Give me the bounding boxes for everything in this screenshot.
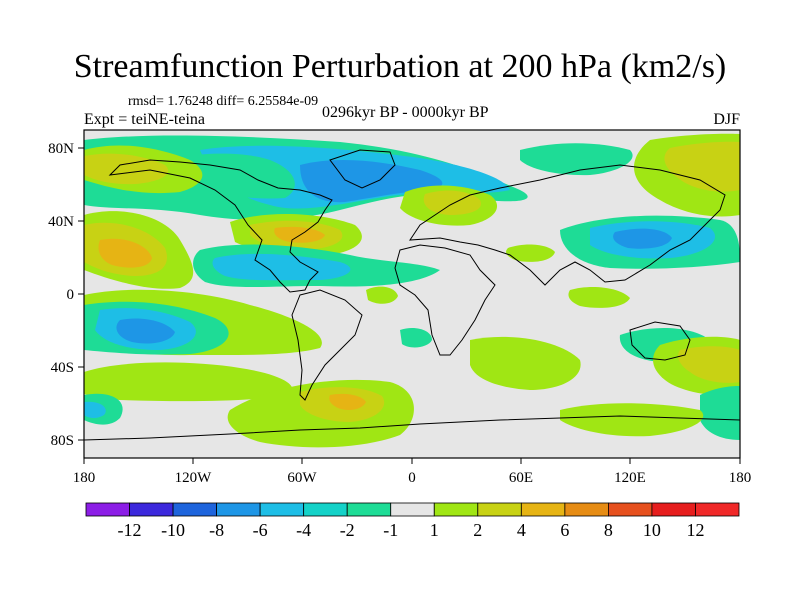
- lon-tick-label: 60E: [509, 470, 533, 486]
- contour-band: [560, 403, 704, 437]
- colorbar-label: 6: [560, 520, 569, 540]
- tick-marks: [78, 147, 741, 464]
- colorbar-swatch: [433, 502, 479, 517]
- colorbar-label: -4: [296, 520, 311, 540]
- colorbar-swatch: [346, 502, 392, 517]
- stats-line: rmsd= 1.76248 diff= 6.25584e-09: [128, 94, 319, 109]
- experiment-label: Expt = teiNE-teina: [84, 111, 205, 128]
- lat-tick-label: 40N: [48, 214, 74, 230]
- colorbar-swatch: [477, 502, 522, 517]
- lon-tick-label: 180: [73, 470, 96, 486]
- colorbar-swatch: [129, 502, 174, 517]
- lat-tick-label: 0: [67, 287, 75, 303]
- colorbar-label: -2: [340, 520, 355, 540]
- colorbar-swatch: [216, 502, 261, 517]
- contour-band: [664, 141, 740, 192]
- contour-band: [568, 286, 630, 308]
- colorbar-label: 2: [473, 520, 482, 540]
- contour-band: [678, 346, 740, 383]
- colorbar: -12 -10 -8 -6 -4 -2 -1 1 2 4 6 8 10 12: [85, 502, 740, 540]
- lat-tick-label: 80N: [48, 141, 74, 157]
- coastline-africa: [394, 244, 496, 356]
- colorbar-label: 8: [604, 520, 613, 540]
- colorbar-swatch: [520, 502, 566, 517]
- colorbar-label: 4: [517, 520, 526, 540]
- contour-band: [84, 153, 169, 185]
- coastline-australia: [629, 321, 691, 361]
- contour-band: [506, 244, 555, 262]
- lon-tick-label: 0: [408, 470, 416, 486]
- colorbar-label: -10: [161, 520, 185, 540]
- colorbar-swatch: [172, 502, 218, 517]
- colorbar-swatch: [564, 502, 609, 517]
- colorbar-label: 10: [643, 520, 661, 540]
- plot-title: Streamfunction Perturbation at 200 hPa (…: [73, 48, 727, 85]
- colorbar-label: -8: [209, 520, 224, 540]
- colorbar-swatch: [85, 502, 130, 517]
- coastline-north-america: [108, 159, 333, 293]
- contour-field: [84, 133, 740, 448]
- coastline-antarctica: [84, 415, 740, 441]
- period-label: 0296kyr BP - 0000kyr BP: [322, 104, 489, 121]
- coastline-eurasia: [409, 164, 726, 286]
- season-label: DJF: [713, 111, 740, 128]
- lat-tick-label: 80S: [51, 433, 74, 449]
- colorbar-swatch: [608, 502, 653, 517]
- colorbar-swatch: [651, 502, 696, 517]
- colorbar-swatch: [303, 502, 348, 517]
- contour-band: [400, 328, 432, 348]
- contour-band: [470, 336, 581, 390]
- map-axes: 80N 40N 0 40S 80S 180 120W 60W 0 60E 120…: [48, 141, 751, 486]
- lon-tick-label: 180: [729, 470, 752, 486]
- contour-band: [116, 318, 175, 344]
- colorbar-label: -6: [253, 520, 268, 540]
- colorbar-swatch: [695, 502, 740, 517]
- contour-band: [366, 286, 398, 304]
- colorbar-label: 12: [686, 520, 704, 540]
- coastline-south-america: [291, 289, 363, 401]
- lon-tick-label: 120E: [614, 470, 646, 486]
- contour-band: [98, 238, 152, 268]
- contour-band: [329, 393, 366, 410]
- colorbar-label: -12: [118, 520, 142, 540]
- colorbar-label: 1: [430, 520, 439, 540]
- lon-tick-label: 60W: [287, 470, 317, 486]
- colorbar-swatch: [259, 502, 305, 517]
- contour-band: [84, 362, 293, 402]
- colorbar-label: -1: [383, 520, 398, 540]
- contour-band: [84, 401, 106, 419]
- lat-tick-label: 40S: [51, 360, 74, 376]
- contour-band: [613, 228, 672, 249]
- coastline-greenland: [329, 149, 396, 189]
- colorbar-swatch: [390, 502, 435, 517]
- contour-band: [700, 385, 740, 440]
- coastlines: [84, 149, 740, 441]
- lon-tick-label: 120W: [175, 470, 213, 486]
